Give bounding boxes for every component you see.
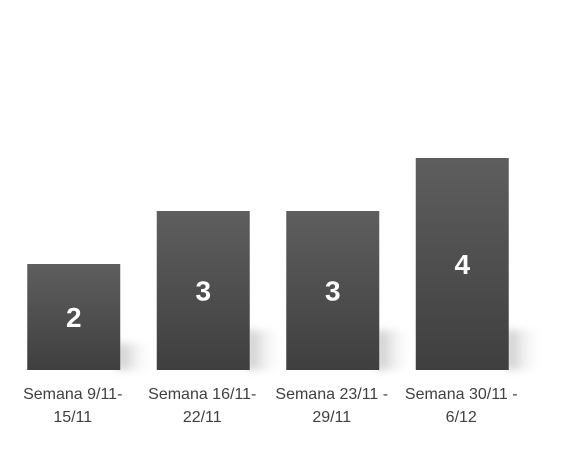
data-label: 2 (66, 302, 82, 333)
category-label-line: 15/11 (53, 409, 92, 426)
data-labels: 2 3 3 4 (66, 249, 471, 333)
bar-shadow (507, 330, 543, 370)
category-label: Semana 9/11- 15/11 (23, 386, 122, 426)
category-label: Semana 23/11 - 29/11 (275, 386, 388, 426)
bar-shadow (248, 330, 284, 370)
category-label: Semana 16/11- 22/11 (148, 386, 256, 426)
data-label: 3 (195, 276, 211, 307)
category-label-line: Semana 9/11- (23, 386, 122, 403)
category-label-line: 29/11 (312, 409, 351, 426)
category-label-line: Semana 23/11 - (275, 386, 388, 403)
category-label-line: Semana 16/11- (148, 386, 256, 403)
category-label-line: Semana 30/11 - (405, 386, 518, 403)
bar-shadow (377, 330, 413, 370)
category-label-line: 22/11 (183, 409, 222, 426)
data-label: 4 (454, 249, 470, 280)
bar-shadow (118, 344, 154, 371)
category-label: Semana 30/11 - 6/12 (405, 386, 518, 426)
category-label-line: 6/12 (446, 409, 477, 426)
data-label: 3 (325, 276, 341, 307)
